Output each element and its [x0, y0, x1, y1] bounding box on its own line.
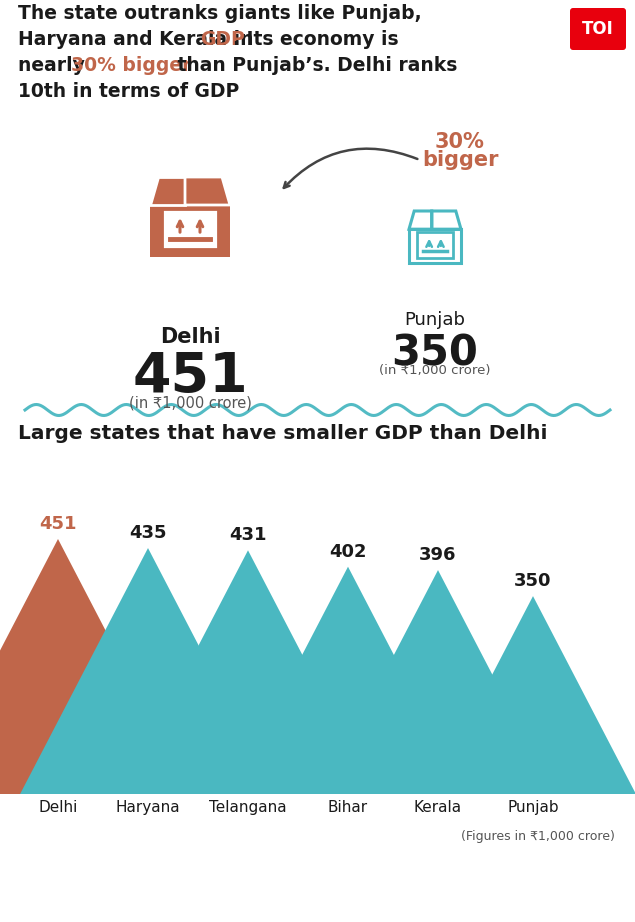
Polygon shape [0, 539, 190, 794]
FancyBboxPatch shape [570, 8, 626, 50]
Polygon shape [185, 177, 230, 205]
Polygon shape [150, 177, 185, 205]
Polygon shape [430, 597, 635, 794]
Polygon shape [230, 567, 466, 794]
Text: Bihar: Bihar [328, 800, 368, 815]
Text: Delhi: Delhi [38, 800, 77, 815]
Text: Large states that have smaller GDP than Delhi: Large states that have smaller GDP than … [18, 424, 547, 443]
Text: than Punjab’s. Delhi ranks: than Punjab’s. Delhi ranks [171, 56, 457, 75]
Text: Punjab: Punjab [404, 311, 465, 329]
Text: 350: 350 [392, 332, 478, 374]
Text: Delhi: Delhi [159, 327, 220, 347]
Text: 350: 350 [514, 573, 552, 590]
Text: nearly: nearly [18, 56, 91, 75]
Text: 431: 431 [229, 526, 267, 544]
Text: 30% bigger: 30% bigger [71, 56, 192, 75]
Bar [162, 209, 218, 249]
Text: The state outranks giants like Punjab,: The state outranks giants like Punjab, [18, 4, 422, 23]
Text: 396: 396 [419, 546, 457, 564]
Text: Haryana and Kerala in: Haryana and Kerala in [18, 30, 260, 49]
Text: GDP: GDP [200, 30, 244, 49]
Text: Punjab: Punjab [507, 800, 559, 815]
Text: 402: 402 [330, 543, 367, 561]
Text: (in ₹1,000 crore): (in ₹1,000 crore) [379, 364, 491, 377]
Text: (in ₹1,000 crore): (in ₹1,000 crore) [128, 395, 251, 410]
Text: 435: 435 [130, 524, 167, 542]
Polygon shape [20, 548, 276, 794]
Text: 30%: 30% [435, 132, 485, 152]
Text: . Its economy is: . Its economy is [233, 30, 399, 49]
Text: bigger: bigger [422, 150, 498, 170]
Polygon shape [150, 205, 230, 257]
Polygon shape [321, 570, 554, 794]
Bar [417, 231, 453, 258]
Text: Haryana: Haryana [116, 800, 180, 815]
Text: 451: 451 [132, 350, 248, 404]
Polygon shape [121, 550, 375, 794]
Text: Kerala: Kerala [414, 800, 462, 815]
Text: 451: 451 [39, 515, 77, 533]
Text: (Figures in ₹1,000 crore): (Figures in ₹1,000 crore) [461, 830, 615, 843]
Text: Telangana: Telangana [209, 800, 287, 815]
Text: TOI: TOI [582, 20, 614, 38]
Text: 10th in terms of GDP: 10th in terms of GDP [18, 82, 239, 101]
